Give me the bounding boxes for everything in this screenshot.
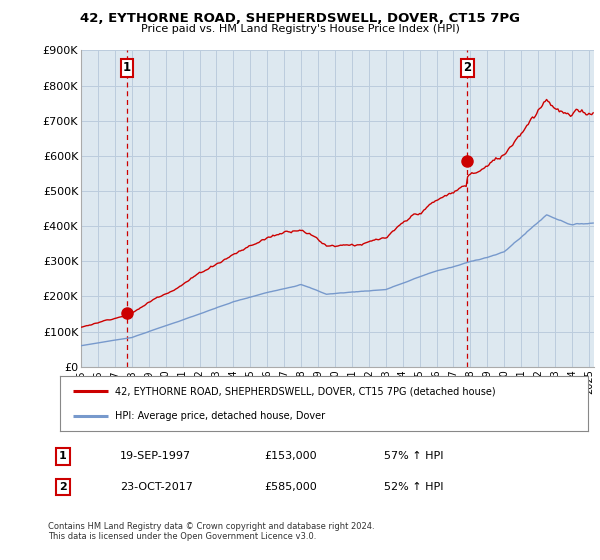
Text: 23-OCT-2017: 23-OCT-2017 (120, 482, 193, 492)
Text: £153,000: £153,000 (264, 451, 317, 461)
Text: 42, EYTHORNE ROAD, SHEPHERDSWELL, DOVER, CT15 7PG (detached house): 42, EYTHORNE ROAD, SHEPHERDSWELL, DOVER,… (115, 386, 496, 396)
Text: 42, EYTHORNE ROAD, SHEPHERDSWELL, DOVER, CT15 7PG: 42, EYTHORNE ROAD, SHEPHERDSWELL, DOVER,… (80, 12, 520, 25)
Text: 19-SEP-1997: 19-SEP-1997 (120, 451, 191, 461)
Text: 2: 2 (463, 62, 471, 74)
Text: Contains HM Land Registry data © Crown copyright and database right 2024.
This d: Contains HM Land Registry data © Crown c… (48, 522, 374, 542)
Text: 52% ↑ HPI: 52% ↑ HPI (384, 482, 443, 492)
Text: 57% ↑ HPI: 57% ↑ HPI (384, 451, 443, 461)
Text: 2: 2 (59, 482, 67, 492)
Text: 1: 1 (59, 451, 67, 461)
Text: HPI: Average price, detached house, Dover: HPI: Average price, detached house, Dove… (115, 412, 326, 421)
Text: 1: 1 (123, 62, 131, 74)
Text: £585,000: £585,000 (264, 482, 317, 492)
Text: Price paid vs. HM Land Registry's House Price Index (HPI): Price paid vs. HM Land Registry's House … (140, 24, 460, 34)
